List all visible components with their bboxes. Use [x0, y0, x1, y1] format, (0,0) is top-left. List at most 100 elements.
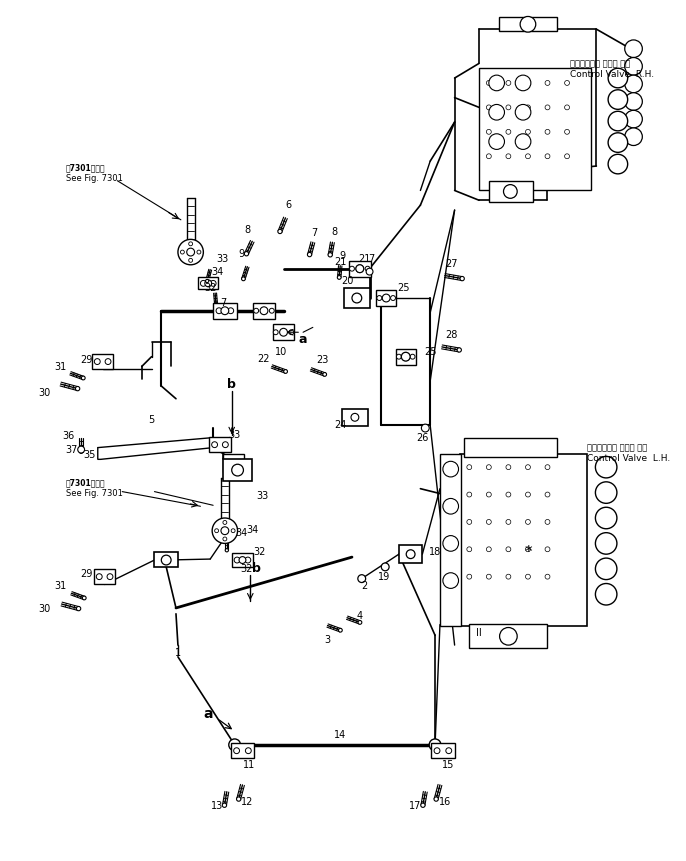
Text: a: a — [299, 332, 307, 345]
Text: 15: 15 — [442, 760, 454, 771]
Circle shape — [434, 747, 440, 753]
Circle shape — [467, 465, 472, 469]
Text: 31: 31 — [54, 581, 67, 592]
Text: 5: 5 — [148, 415, 154, 425]
Bar — [440, 455, 462, 626]
Circle shape — [189, 242, 193, 245]
Circle shape — [506, 465, 511, 469]
Circle shape — [506, 547, 511, 552]
Circle shape — [278, 229, 282, 233]
Text: 7: 7 — [368, 254, 375, 264]
Text: 37: 37 — [65, 444, 78, 455]
Text: 10: 10 — [276, 347, 287, 356]
Circle shape — [350, 266, 355, 271]
Circle shape — [525, 574, 530, 579]
Text: 29: 29 — [80, 355, 92, 364]
Circle shape — [223, 537, 227, 541]
Circle shape — [402, 353, 410, 361]
Circle shape — [212, 518, 237, 543]
Circle shape — [486, 519, 491, 524]
Circle shape — [545, 154, 550, 158]
Text: 21: 21 — [334, 257, 346, 267]
Circle shape — [545, 80, 550, 85]
Circle shape — [443, 573, 458, 588]
Circle shape — [397, 354, 401, 359]
Circle shape — [545, 547, 550, 552]
Circle shape — [486, 574, 491, 579]
Circle shape — [161, 555, 171, 565]
Text: b: b — [227, 378, 236, 391]
Text: 25: 25 — [424, 347, 436, 356]
Circle shape — [608, 68, 628, 88]
Text: 21: 21 — [359, 254, 371, 264]
Circle shape — [76, 606, 81, 610]
Circle shape — [82, 376, 85, 380]
Circle shape — [280, 328, 287, 336]
Circle shape — [625, 40, 642, 58]
Text: 7: 7 — [220, 298, 226, 308]
Circle shape — [356, 265, 364, 273]
Text: Control Valve  R.H.: Control Valve R.H. — [570, 70, 654, 78]
Circle shape — [625, 58, 642, 75]
Text: a: a — [204, 707, 213, 721]
Text: コントロール バルブ 左側: コントロール バルブ 左側 — [587, 443, 647, 452]
Circle shape — [565, 154, 569, 158]
Circle shape — [289, 330, 294, 335]
Circle shape — [284, 369, 287, 374]
Circle shape — [545, 492, 550, 497]
Circle shape — [421, 424, 429, 432]
Bar — [431, 743, 455, 758]
Circle shape — [328, 252, 332, 257]
Circle shape — [504, 184, 517, 198]
Text: 16: 16 — [439, 796, 451, 807]
Circle shape — [486, 465, 491, 469]
Text: コントロール バルブ 右側: コントロール バルブ 右側 — [570, 59, 630, 68]
Circle shape — [232, 464, 244, 476]
Bar — [464, 438, 557, 457]
Circle shape — [406, 550, 415, 559]
Circle shape — [499, 628, 517, 645]
Circle shape — [197, 250, 201, 254]
Text: 8: 8 — [331, 226, 338, 237]
Circle shape — [215, 302, 217, 306]
Text: Control Valve  L.H.: Control Valve L.H. — [587, 454, 670, 463]
Circle shape — [608, 111, 628, 131]
Circle shape — [225, 548, 228, 552]
Text: 第7301図参照: 第7301図参照 — [65, 479, 105, 487]
Text: 17: 17 — [410, 802, 422, 811]
Circle shape — [377, 295, 382, 300]
Circle shape — [338, 276, 341, 279]
Text: 7: 7 — [311, 227, 318, 238]
Circle shape — [234, 747, 239, 753]
Circle shape — [244, 251, 248, 256]
Circle shape — [351, 413, 359, 421]
Circle shape — [506, 129, 511, 134]
Circle shape — [486, 129, 491, 134]
Circle shape — [323, 373, 327, 376]
Bar — [223, 455, 244, 472]
Circle shape — [525, 105, 530, 110]
Text: See Fig. 7301: See Fig. 7301 — [65, 489, 122, 498]
Circle shape — [273, 330, 278, 335]
Circle shape — [520, 16, 536, 32]
Circle shape — [381, 563, 389, 571]
Circle shape — [429, 739, 441, 751]
Circle shape — [467, 574, 472, 579]
Circle shape — [443, 499, 458, 514]
Circle shape — [206, 279, 209, 282]
Circle shape — [506, 80, 511, 85]
Circle shape — [525, 519, 530, 524]
Bar — [213, 303, 237, 319]
Circle shape — [545, 574, 550, 579]
Circle shape — [222, 803, 226, 808]
Circle shape — [352, 293, 362, 303]
Circle shape — [180, 250, 185, 254]
Circle shape — [595, 584, 617, 605]
Text: 32: 32 — [253, 548, 265, 557]
Circle shape — [565, 105, 569, 110]
Circle shape — [595, 558, 617, 579]
Circle shape — [358, 574, 366, 583]
Circle shape — [506, 574, 511, 579]
Circle shape — [443, 461, 458, 477]
Circle shape — [506, 519, 511, 524]
